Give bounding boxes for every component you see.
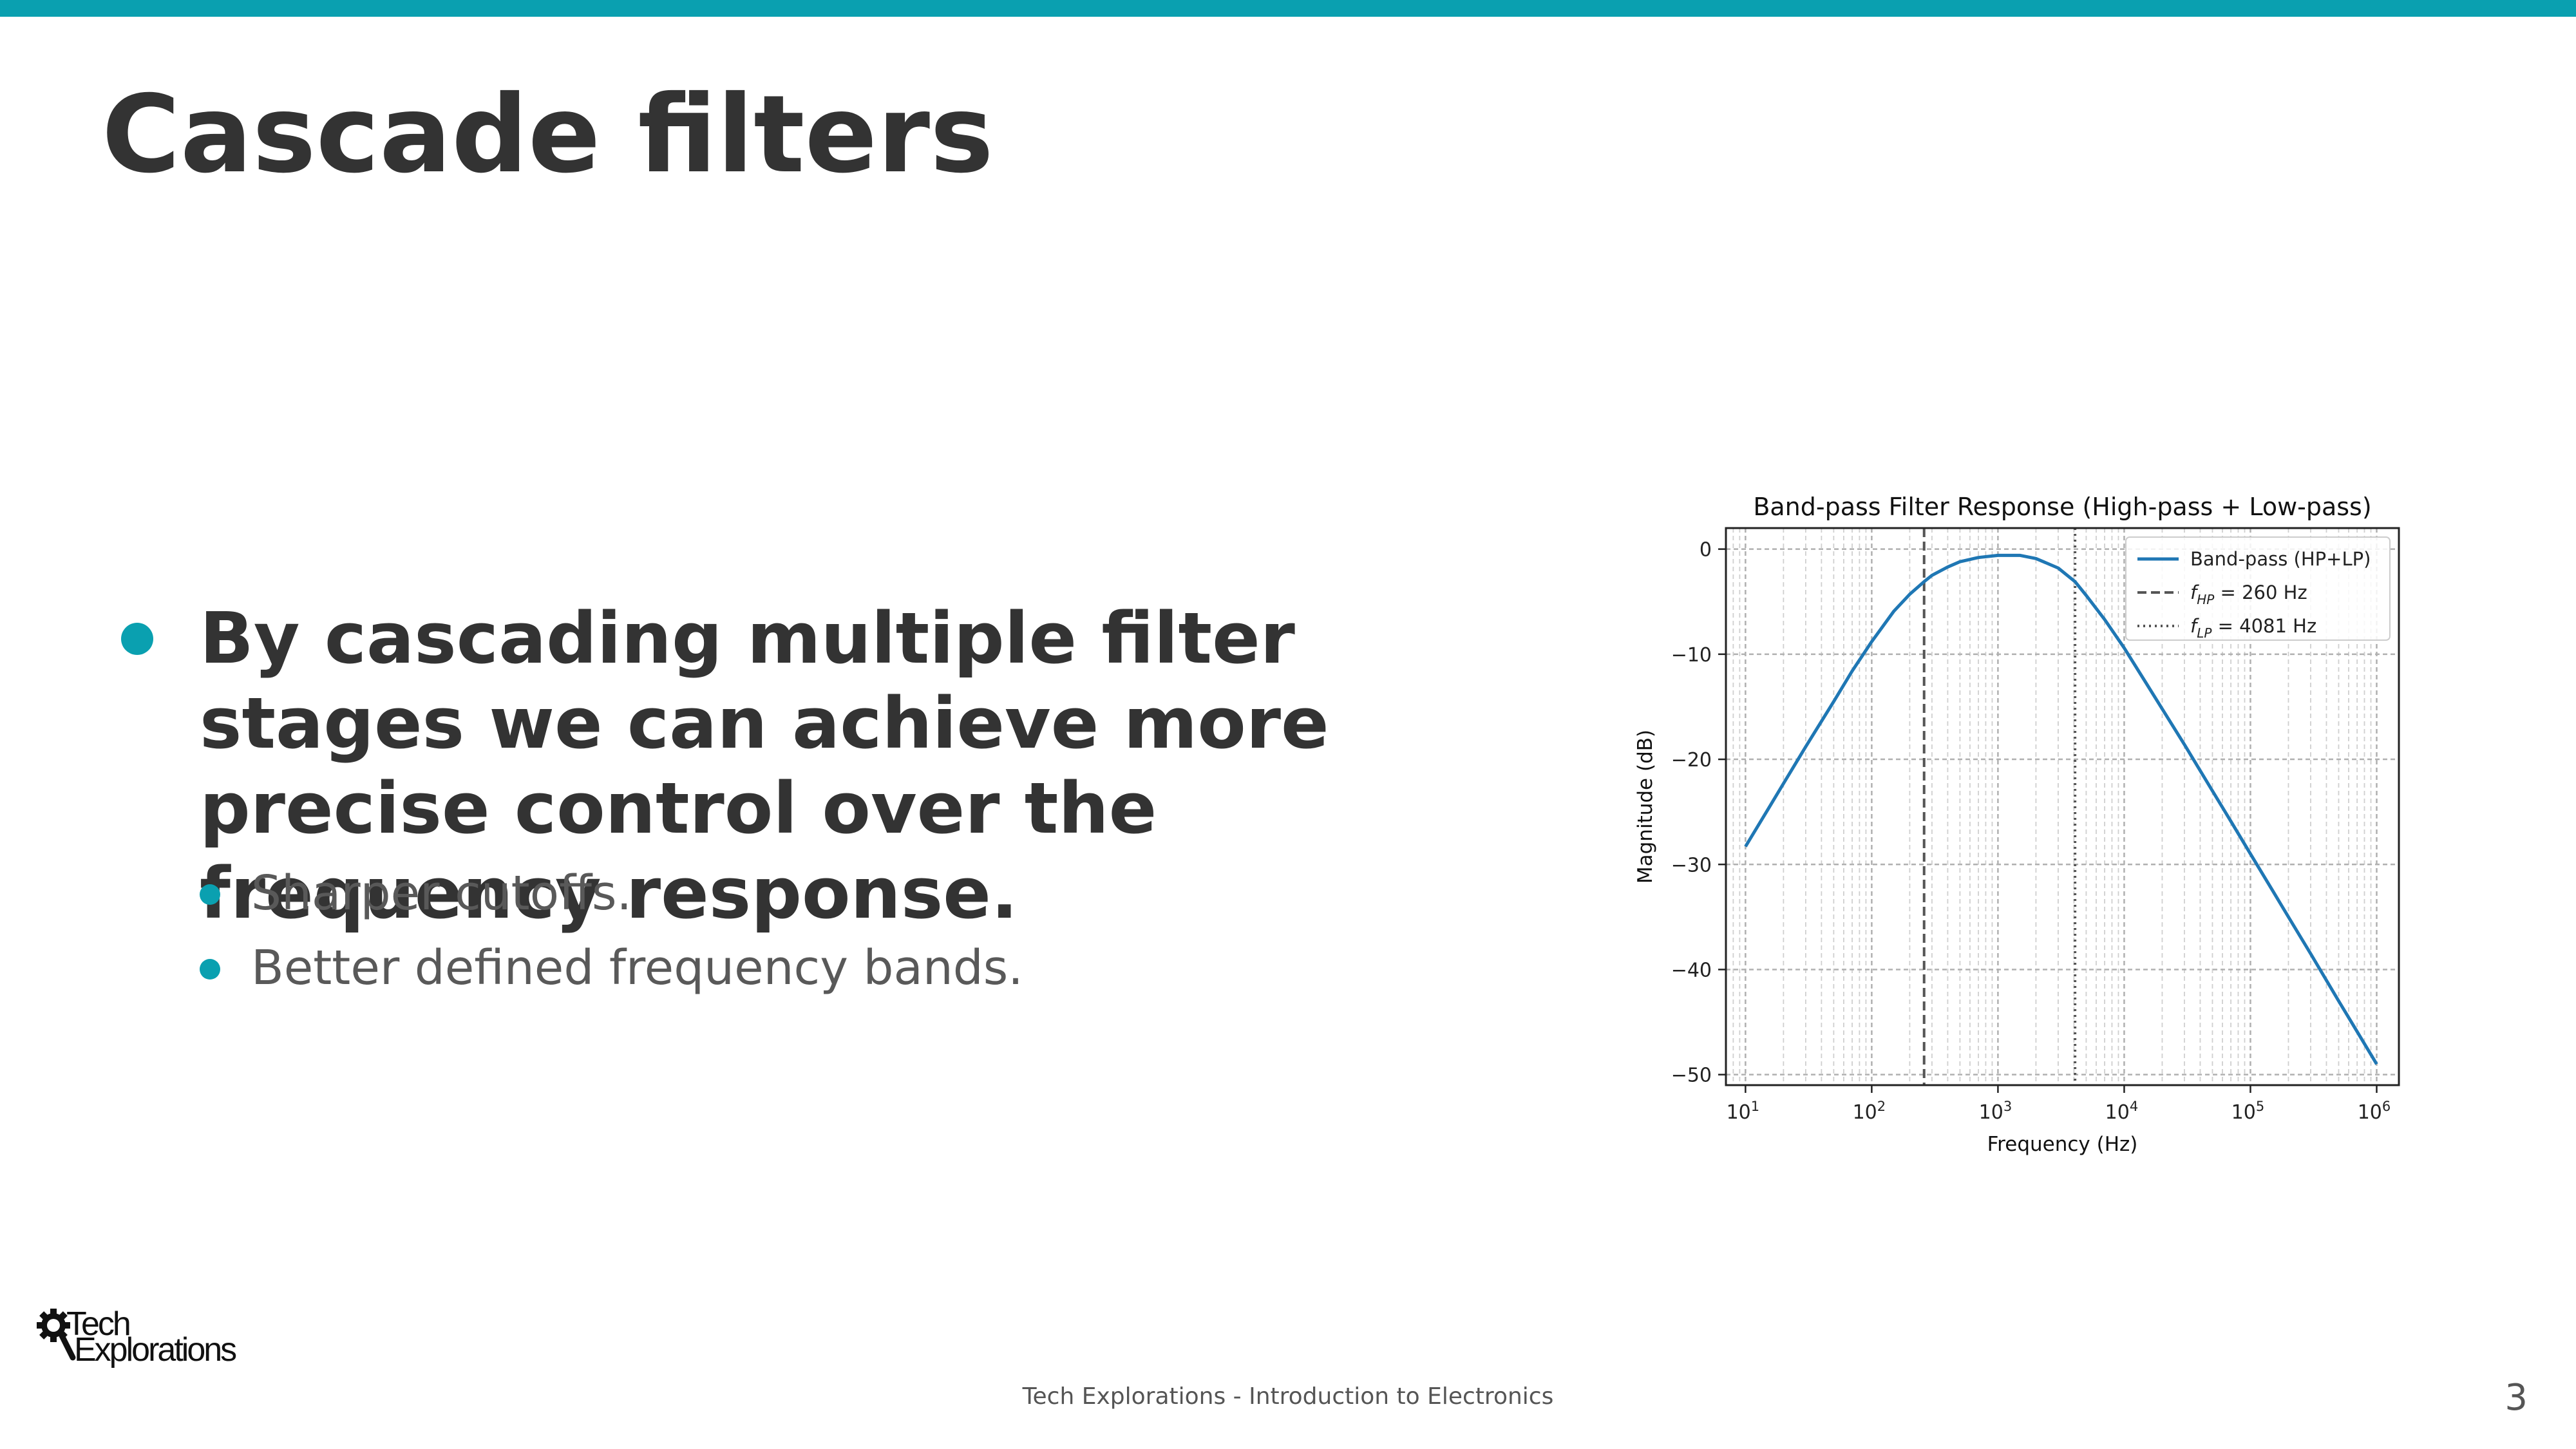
legend-label: Band-pass (HP+LP): [2190, 548, 2371, 570]
y-tick-label: −10: [1671, 644, 1712, 667]
legend-subscript: LP: [2197, 625, 2212, 641]
x-tick-base: 10: [1853, 1101, 1877, 1124]
series-line: [1744, 553, 2378, 1065]
y-axis-label: Magnitude (dB): [1634, 730, 1657, 884]
x-axis-label: Frequency (Hz): [1987, 1133, 2138, 1156]
legend-value: = 260 Hz: [2214, 582, 2307, 603]
x-tick-label: 101: [1727, 1099, 1760, 1124]
x-tick-base: 10: [2231, 1101, 2256, 1124]
chart-title: Band-pass Filter Response (High-pass + L…: [1753, 493, 2371, 521]
y-tick-label: −50: [1671, 1065, 1712, 1087]
legend-subscript: HP: [2197, 592, 2215, 607]
x-tick-exponent: 1: [1751, 1099, 1759, 1114]
y-tick-label: 0: [1700, 539, 1712, 562]
main-bullet: By cascading multiple filter stages we c…: [121, 596, 1552, 936]
sub-bullet: Sharper cutoffs.: [200, 869, 632, 917]
slide-title: Cascade filters: [102, 73, 994, 197]
legend-label: fHP = 260 Hz: [2190, 582, 2307, 607]
bullet-dot-icon: [200, 959, 220, 980]
sub-bullet-text: Better defined frequency bands.: [251, 940, 1023, 996]
x-tick-label: 103: [1979, 1099, 2012, 1124]
x-tick-base: 10: [2358, 1101, 2382, 1124]
x-tick-exponent: 6: [2382, 1099, 2391, 1114]
tech-explorations-logo: Tech Explorations: [35, 1307, 254, 1372]
y-tick-label: −20: [1671, 749, 1712, 772]
main-bullet-text: By cascading multiple filter stages we c…: [200, 597, 1329, 934]
logo-text-tech: Tech: [66, 1305, 131, 1343]
bullet-dot-icon: [121, 623, 153, 655]
y-tick-label: −30: [1671, 854, 1712, 876]
sub-bullet: Better defined frequency bands.: [200, 944, 1023, 992]
y-tick-label: −40: [1671, 959, 1712, 981]
plot-frame: [1725, 527, 2400, 1086]
gear-magnifier-icon: [37, 1309, 76, 1361]
footer-text: Tech Explorations - Introduction to Elec…: [1022, 1383, 1554, 1410]
page-number: 3: [2505, 1377, 2528, 1419]
chart-legend: [2125, 536, 2391, 641]
legend-value: = 4081 Hz: [2211, 615, 2316, 637]
x-tick-label: 102: [1853, 1099, 1886, 1124]
x-tick-label: 104: [2105, 1099, 2139, 1124]
x-tick-exponent: 4: [2130, 1099, 2138, 1114]
x-tick-exponent: 5: [2256, 1099, 2264, 1114]
bullet-dot-icon: [200, 884, 220, 905]
sub-bullet-text: Sharper cutoffs.: [251, 866, 632, 921]
x-tick-label: 106: [2358, 1099, 2391, 1124]
x-tick-base: 10: [2105, 1101, 2130, 1124]
x-tick-exponent: 3: [2003, 1099, 2012, 1114]
x-tick-base: 10: [1979, 1101, 2003, 1124]
x-tick-exponent: 2: [1877, 1099, 1886, 1114]
top-accent-bar: [0, 0, 2576, 17]
logo-text-explorations: Explorations: [74, 1331, 237, 1368]
x-tick-label: 105: [2231, 1099, 2265, 1124]
x-tick-base: 10: [1727, 1101, 1751, 1124]
